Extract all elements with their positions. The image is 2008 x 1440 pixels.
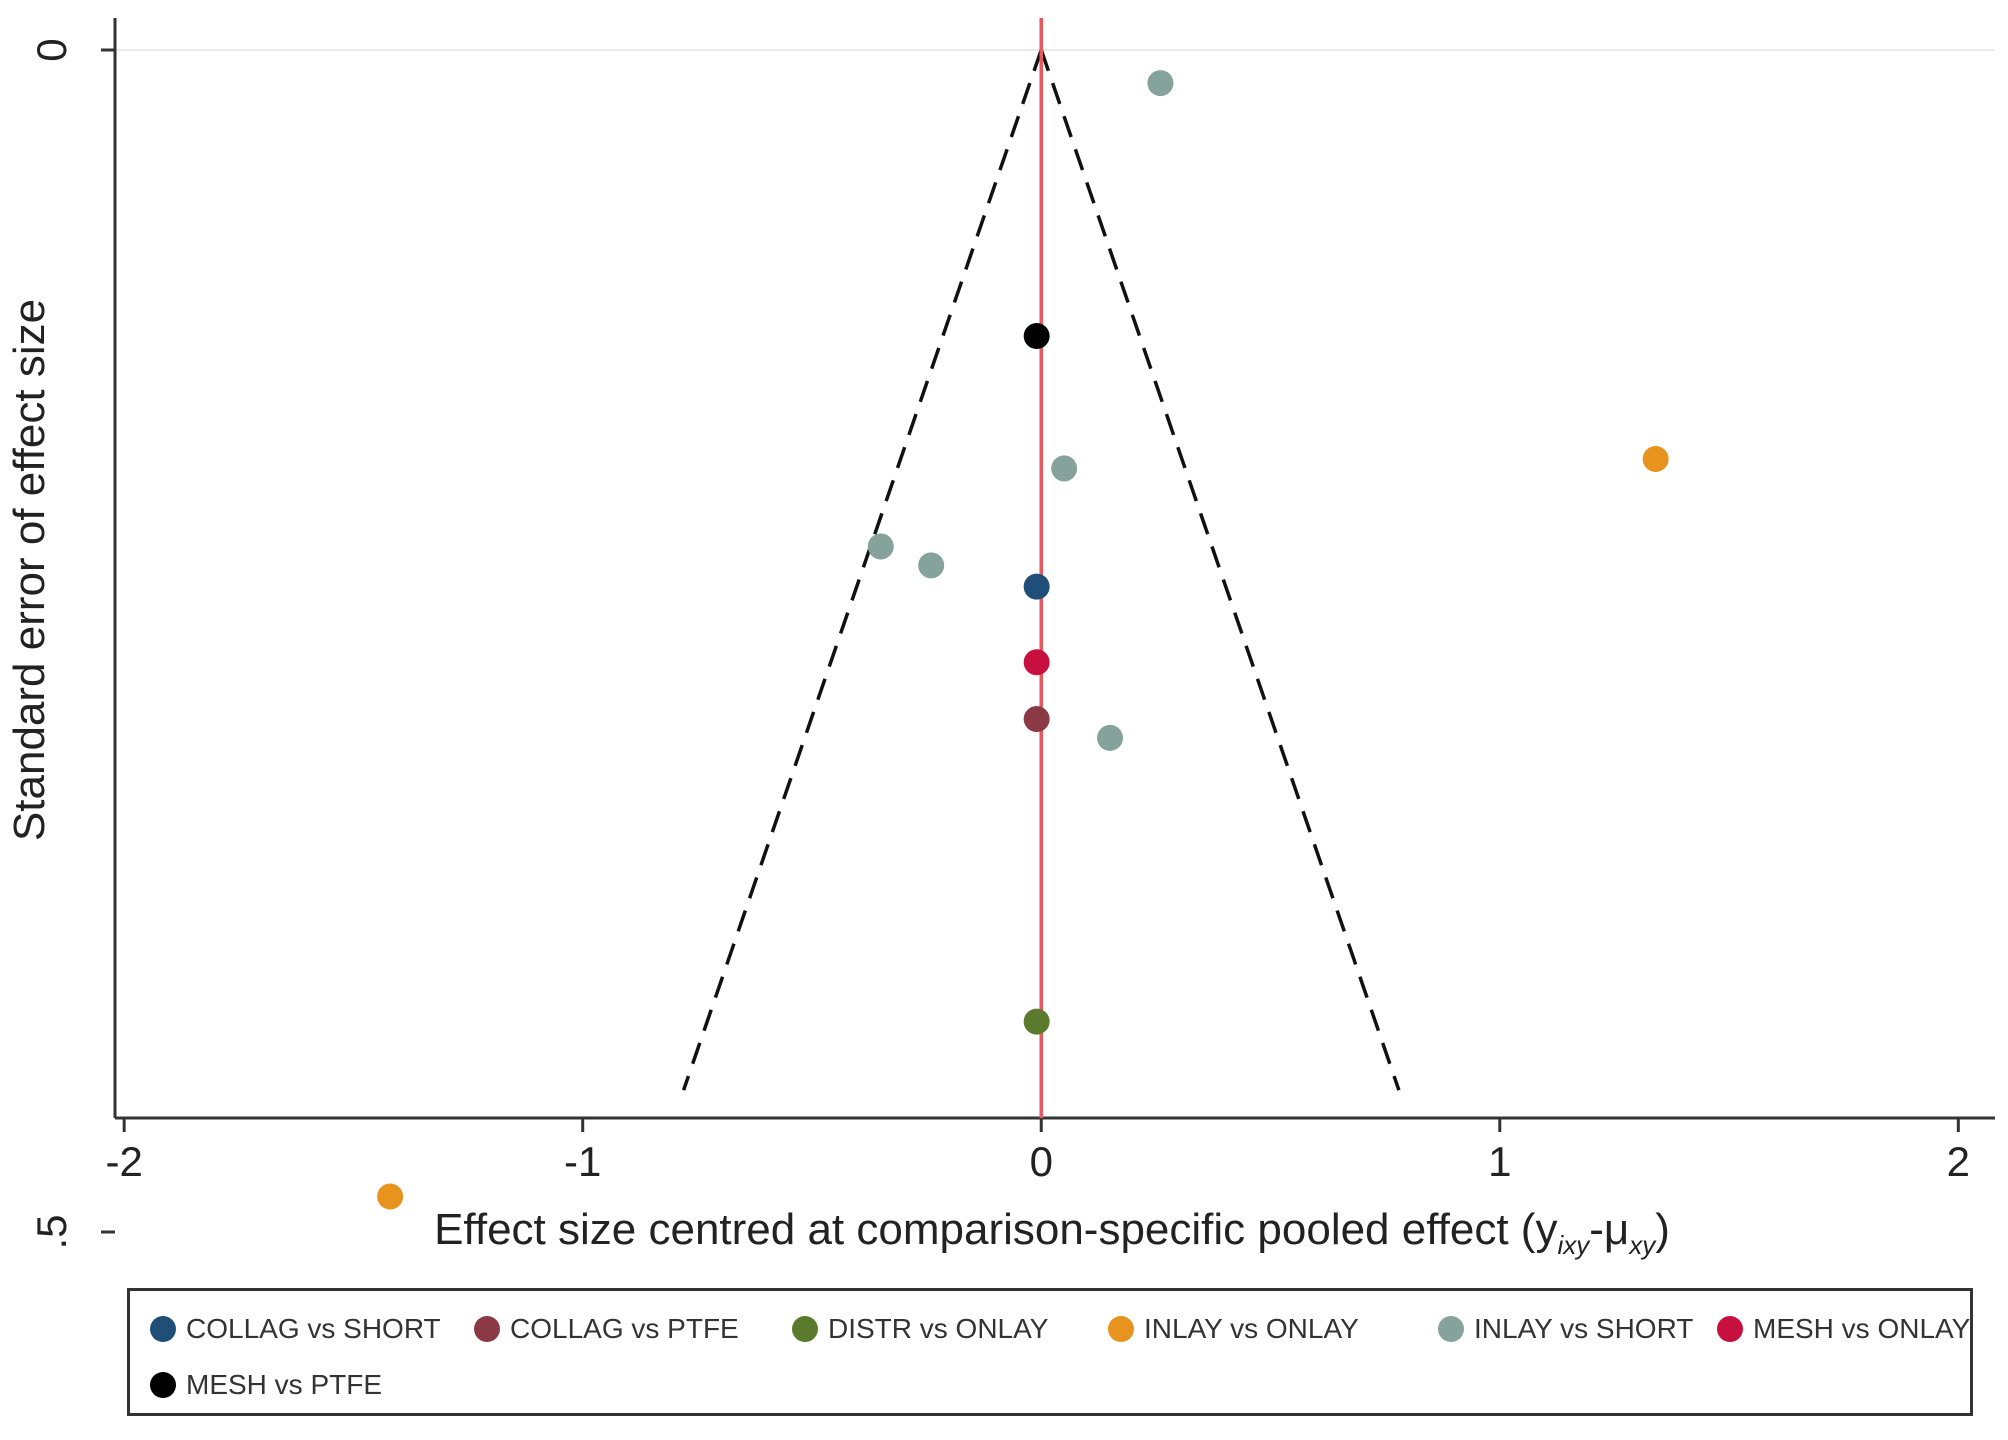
data-point [1023,706,1050,733]
data-point [1023,323,1050,350]
data-point [1147,70,1174,97]
x-axis-label-subscript: xy [1627,1230,1657,1260]
x-tick-label: -1 [564,1138,601,1185]
data-point [1023,649,1050,676]
y-axis-label: Standard error of effect size [5,299,54,841]
legend-item: COLLAG vs PTFE [474,1313,739,1345]
legend: COLLAG vs SHORT COLLAG vs PTFE DISTR vs ON… [127,1288,1973,1416]
legend-label: DISTR vs ONLAY [828,1313,1049,1344]
legend-item: INLAY vs ONLAY [1108,1313,1359,1345]
data-point [918,552,945,579]
x-tick-label: 2 [1947,1138,1970,1185]
x-axis-label-part: ) [1655,1205,1670,1254]
legend-label: MESH vs ONLAY [1753,1313,1971,1344]
legend-label: COLLAG vs SHORT [186,1313,441,1344]
data-point [1642,445,1669,472]
legend-label: COLLAG vs PTFE [510,1313,739,1344]
data-point [377,1183,404,1210]
axes: -2 -1 0 1 2 0 .5 [28,18,1995,1250]
legend-item: INLAY vs SHORT [1438,1313,1693,1345]
x-axis-label-part: -μ [1589,1205,1629,1254]
legend-swatch [150,1316,176,1342]
y-tick-label: .5 [28,1214,75,1249]
legend-label: MESH vs PTFE [186,1369,383,1400]
funnel-right-line [1039,49,1401,1091]
x-tick-label: 1 [1488,1138,1511,1185]
axis-labels: Standard error of effect size Effect size… [5,299,1670,1260]
funnel-lines [681,49,1401,1091]
y-tick-label: 0 [28,38,75,61]
legend-swatch [474,1316,500,1342]
legend-swatch [1108,1316,1134,1342]
legend-swatch [792,1316,818,1342]
legend-swatch [1438,1316,1464,1342]
legend-swatch [1717,1316,1743,1342]
x-tick-label: -2 [105,1138,142,1185]
funnel-left-line [681,49,1043,1091]
legend-label: INLAY vs SHORT [1474,1313,1694,1344]
x-axis-label-part: Effect size centred at comparison-specif… [434,1205,1557,1254]
x-axis-label: Effect size centred at comparison-specif… [434,1205,1670,1260]
legend-swatch [150,1372,176,1398]
x-axis-label-subscript: ixy [1557,1230,1591,1260]
legend-label: INLAY vs ONLAY [1144,1313,1359,1344]
data-point [867,533,894,560]
data-point [1097,724,1124,751]
legend-item: MESH vs ONLAY [1717,1313,1970,1345]
data-point [1023,1008,1050,1035]
data-points [377,70,1669,1210]
legend-item: DISTR vs ONLAY [792,1313,1048,1345]
x-tick-label: 0 [1030,1138,1053,1185]
data-point [1023,573,1050,600]
legend-item: MESH vs PTFE [150,1369,382,1401]
data-point [1051,455,1078,482]
legend-item: COLLAG vs SHORT [150,1313,441,1345]
